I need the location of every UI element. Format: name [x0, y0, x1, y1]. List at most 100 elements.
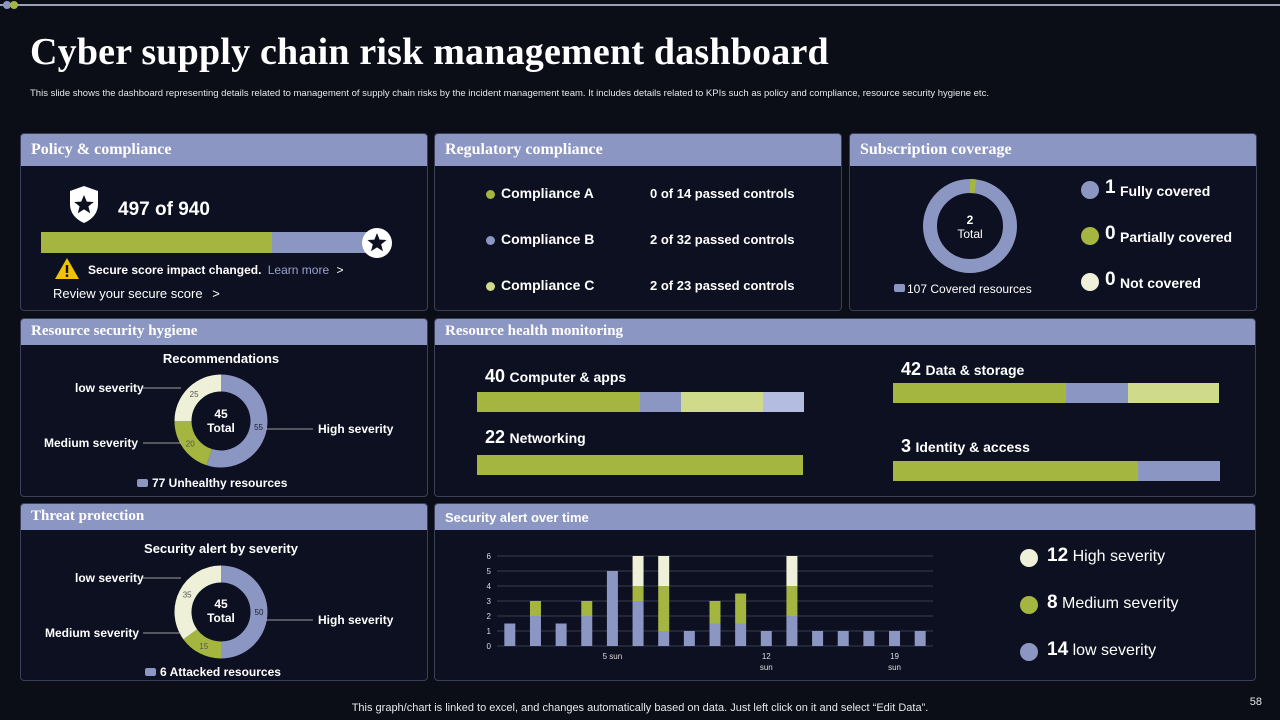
donut-segment-high — [220, 565, 268, 659]
compliance-value: 2 of 32 passed controls — [650, 232, 795, 247]
decor-dot — [3, 1, 11, 9]
resource-icon — [145, 668, 156, 676]
compliance-value: 2 of 23 passed controls — [650, 278, 795, 293]
legend-dot — [1081, 181, 1099, 199]
subscription-panel: Subscription coverage 2 Total 107 Covere… — [849, 133, 1257, 311]
health-bar-segment — [893, 461, 1138, 481]
x-tick-label: 5 sun — [603, 652, 623, 661]
hygiene-high-label: High severity — [318, 422, 394, 436]
bar-high-severity — [786, 556, 798, 586]
hygiene-total-label: Total — [207, 421, 235, 435]
health-label: Identity & access — [915, 439, 1030, 455]
score-bar-fill — [41, 232, 272, 253]
impact-row: Secure score impact changed. Learn more … — [88, 263, 343, 277]
donut-segment-high — [206, 374, 268, 468]
hygiene-panel: Resource security hygiene Recommendation… — [20, 318, 428, 497]
bar-low-severity — [581, 616, 593, 646]
compliance-name: Compliance B — [501, 231, 595, 247]
hygiene-total-value: 45 — [214, 407, 228, 421]
legend-dot — [1020, 596, 1038, 614]
health-count: 3 — [901, 436, 912, 456]
bar-medium-severity — [581, 601, 593, 616]
threat-header: Threat protection — [21, 504, 427, 530]
alert-label: Medium severity — [1062, 595, 1179, 612]
health-label: Data & storage — [925, 362, 1025, 378]
alert-count: 14 — [1047, 639, 1069, 660]
threat-total-label: Total — [207, 611, 235, 625]
legend-dot — [1020, 643, 1038, 661]
threat-low-label: low severity — [75, 571, 144, 585]
page-title: Cyber supply chain risk management dashb… — [30, 31, 829, 73]
hygiene-low-label: low severity — [75, 381, 144, 395]
legend-dot — [486, 236, 495, 245]
legend-dot — [486, 282, 495, 291]
bar-low-severity — [709, 623, 721, 646]
bar-low-severity — [812, 631, 824, 646]
donut-segment-label: 35 — [183, 591, 192, 600]
alert-count: 8 — [1047, 592, 1058, 613]
coverage-label: Not covered — [1120, 275, 1201, 291]
bar-low-severity — [683, 631, 695, 646]
compliance-value: 0 of 14 passed controls — [650, 186, 795, 201]
hygiene-leaders — [143, 387, 313, 444]
health-bar-segment — [640, 392, 681, 412]
coverage-label: Partially covered — [1120, 229, 1233, 245]
alert-legend-text: 14 low severity — [1047, 639, 1156, 661]
policy-header: Policy & compliance — [21, 134, 427, 166]
review-score-label: Review your secure score — [53, 286, 203, 301]
alerts-header: Security alert over time — [435, 504, 1255, 530]
x-tick-label: 19 — [890, 652, 899, 661]
health-bar-segment — [681, 392, 763, 412]
alert-label: High severity — [1072, 548, 1166, 565]
threat-donut: 50 15 35 — [174, 565, 268, 659]
learn-more-link[interactable]: Learn more — [267, 263, 330, 277]
bar-low-severity — [837, 631, 849, 646]
bar-low-severity — [632, 601, 644, 646]
bar-medium-severity — [709, 601, 721, 624]
bar-medium-severity — [786, 586, 798, 616]
bar-low-severity — [555, 623, 567, 646]
decor-dot — [10, 1, 18, 9]
x-tick-label: sun — [888, 663, 901, 672]
threat-panel: Threat protection Security alert by seve… — [20, 503, 428, 681]
bar-low-severity — [529, 616, 541, 646]
attacked-resources: 6 Attacked resources — [160, 665, 281, 679]
health-bar-segment — [1066, 383, 1128, 403]
health-count: 40 — [485, 366, 506, 386]
coverage-label: Fully covered — [1120, 183, 1211, 199]
threat-leaders — [143, 577, 313, 634]
bar-low-severity — [786, 616, 798, 646]
top-rule — [0, 4, 1280, 6]
health-label-row: 22 Networking — [485, 427, 586, 448]
hygiene-donut: 55 20 25 — [174, 374, 268, 468]
unhealthy-resources: 77 Unhealthy resources — [152, 476, 288, 490]
bar-high-severity — [658, 556, 670, 586]
page-number: 58 — [1249, 696, 1262, 708]
bar-medium-severity — [735, 593, 747, 624]
health-bar-segment — [1138, 461, 1220, 481]
warning-icon — [55, 258, 79, 279]
bar-high-severity — [632, 556, 644, 586]
bar-low-severity — [863, 631, 875, 646]
bar-low-severity — [504, 623, 516, 646]
health-count: 42 — [901, 359, 922, 379]
health-label: Networking — [509, 430, 586, 446]
health-bar-segment — [1128, 383, 1219, 403]
covered-resources: 107 Covered resources — [907, 282, 1032, 296]
y-tick-label: 2 — [487, 612, 492, 621]
donut-segment-low — [174, 374, 222, 422]
regulatory-panel: Regulatory compliance Compliance A 0 of 1… — [434, 133, 842, 311]
regulatory-header: Regulatory compliance — [435, 134, 841, 166]
resource-icon — [894, 284, 905, 292]
hygiene-chart-title: Recommendations — [162, 351, 280, 366]
coverage-count: 0 — [1105, 269, 1116, 290]
health-count: 22 — [485, 427, 506, 447]
health-bar-segment — [477, 455, 803, 475]
threat-medium-label: Medium severity — [45, 626, 140, 640]
bar-low-severity — [889, 631, 901, 646]
review-score-link[interactable]: Review your secure score > — [53, 286, 220, 301]
star-icon — [362, 228, 392, 258]
coverage-count: 1 — [1105, 177, 1116, 198]
